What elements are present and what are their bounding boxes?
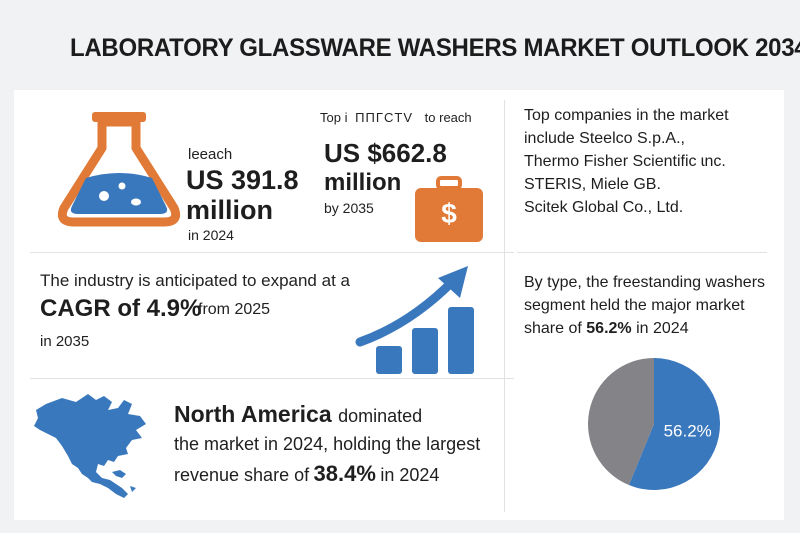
cagr-value: CAGR of 4.9% [40,295,202,322]
segment-text: By type, the freestanding washers segmen… [524,271,765,340]
header-part: to reach [424,110,472,125]
infographic-card: leeach US 391.8 million in 2024 Top i ΠΠ… [14,90,784,520]
segment-line: share of 56.2% in 2024 [524,317,765,340]
page-title: LABORATORY GLASSWARE WASHERS MARKET OUTL… [70,34,800,62]
segment-line: segment held the major market [524,297,745,314]
growth-chart-icon [355,266,474,374]
divider [30,378,514,379]
value-2035-year: by 2035 [324,200,374,216]
cagr-intro: The industry is anticipated to expand at… [40,271,350,290]
segment-line: By type, the freestanding washers [524,274,766,291]
header-part: Top i [320,110,348,125]
region-text-part: in 2024 [380,465,440,485]
money-bag-icon: $ [414,176,484,244]
region-text-part: dominated [338,406,423,426]
value-2035: US $662.8 [324,138,447,168]
segment-text-part: in 2024 [636,320,689,337]
segment-text-part: share of [524,320,582,337]
divider [504,100,505,512]
value-2024-year: in 2024 [188,227,234,243]
pie-slice-label: 56.2% [664,422,712,441]
region-name: North America [174,401,332,427]
region-line2: the market in 2024, holding the largest [174,434,481,454]
region-text-part: revenue share of [174,465,310,485]
value-2024-unit: million [186,195,273,225]
north-america-map-icon [34,394,146,498]
header-part: ΠΠΓCTV [355,110,414,125]
companies-line: Scitek Global Co., Ltd. [524,199,684,216]
divider [517,252,767,253]
cagr-from: from 2025 [198,301,271,318]
companies-text: Top companies in the market include Stee… [524,104,729,219]
companies-line: include Steelco S.p.A., [524,130,685,147]
pie-slices [587,358,720,490]
region-line1: North America dominated [174,401,422,428]
companies-line: Top companies in the market [524,107,729,124]
companies-line: STERIS, Miele GB. [524,176,661,193]
value-2024: US 391.8 [186,165,299,195]
value-2035-header: Top i ΠΠΓCTV to reach [320,110,472,125]
flask-icon [57,112,181,227]
cagr-to: in 2035 [40,333,90,350]
companies-line: Thermo Fisher Scientific ɩnc. [524,153,726,170]
divider [30,252,514,253]
value-2024-prefix: leeach [188,146,233,163]
pie-slice [587,358,654,486]
region-line3: revenue share of 38.4% in 2024 [174,461,439,487]
value-2035-unit: million [324,169,402,196]
segment-pct: 56.2% [586,320,632,337]
region-pct: 38.4% [313,461,376,486]
dollar-symbol: $ [441,198,457,229]
pie-chart: 56.2% [587,358,720,490]
pie-slice [628,358,720,490]
